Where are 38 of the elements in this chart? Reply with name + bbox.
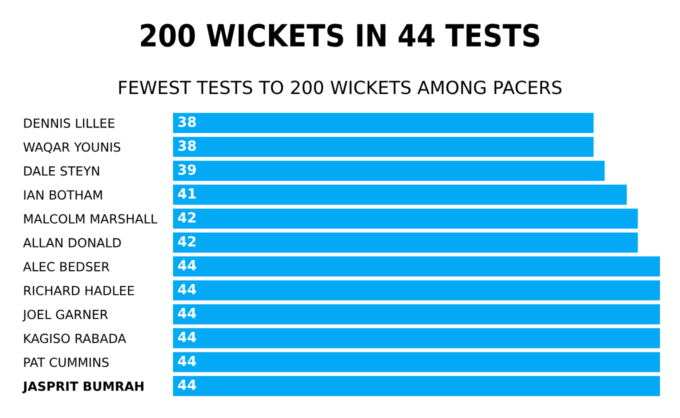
data-label: 44	[178, 260, 196, 270]
data-label: 39	[178, 164, 196, 175]
y-tick-label: RICHARD HADLEE	[24, 286, 134, 296]
data-label: 44	[178, 308, 196, 318]
data-label: 38	[178, 116, 196, 127]
data-label: 42	[178, 236, 196, 246]
y-tick-label: JASPRIT BUMRAH	[22, 382, 144, 394]
chart-title: 200 WICKETS IN 44 TESTS	[140, 24, 540, 47]
data-label: 44	[178, 380, 196, 390]
bar	[173, 232, 638, 253]
data-label: 44	[178, 284, 196, 294]
bar	[173, 280, 660, 300]
data-label: 44	[178, 356, 196, 366]
y-tick-label: ALLAN DONALD	[23, 238, 121, 248]
bar	[173, 136, 594, 157]
y-tick-label: DENNIS LILLEE	[24, 118, 114, 128]
y-tick-label: JOEL GARNER	[22, 310, 108, 322]
y-tick-label: MALCOLM MARSHALL	[24, 214, 158, 224]
y-tick-label: WAQAR YOUNIS	[23, 142, 120, 154]
chart-subtitle: FEWEST TESTS TO 200 WICKETS AMONG PACERS	[119, 80, 562, 94]
y-tick-label: ALEC BEDSER	[23, 262, 110, 272]
bar	[173, 208, 638, 229]
bar	[173, 184, 627, 205]
data-label: 41	[178, 188, 196, 199]
bar	[173, 352, 660, 372]
bar	[173, 256, 660, 277]
y-tick-label: PAT CUMMINS	[24, 358, 109, 368]
bar	[173, 112, 594, 134]
y-tick-label: KAGISO RABADA	[24, 334, 126, 344]
bar	[173, 376, 660, 396]
bar	[173, 304, 660, 324]
data-label: 42	[178, 212, 196, 222]
bar	[173, 328, 660, 348]
data-label: 44	[178, 332, 196, 342]
bar	[173, 160, 605, 181]
data-label: 38	[178, 140, 196, 151]
y-tick-label: DALE STEYN	[24, 166, 100, 176]
y-tick-label: IAN BOTHAM	[24, 190, 102, 200]
